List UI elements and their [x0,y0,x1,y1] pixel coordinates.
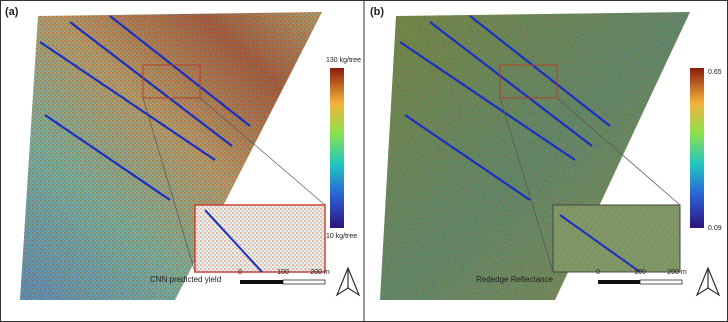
north-arrow [337,268,359,295]
inset-texture [195,205,325,272]
colorbar-min: 0.09 [708,225,722,232]
colorbar-min: 10 kg/tree [326,233,357,240]
north-arrow [697,268,719,295]
scale-label: 0 [596,269,600,276]
inset-texture [553,205,680,272]
panel-a: (a) 130 kg/tree 10 kg/tree CNN predicted… [5,6,361,300]
panel-label: (a) [5,6,19,18]
caption: Rededge Reflectance [476,275,553,284]
scale-bar [283,280,325,284]
scale-label: 100 [277,269,289,276]
colorbar [690,68,704,228]
caption: CNN predicted yield [150,275,221,284]
scale-bar [640,280,682,284]
scale-label: 0 [238,269,242,276]
colorbar-max: 130 kg/tree [326,57,361,64]
figure: (a) 130 kg/tree 10 kg/tree CNN predicted… [0,0,728,322]
scale-bar [240,280,283,284]
scale-label: 200 m [310,269,330,276]
scale-bar [598,280,640,284]
colorbar [330,68,344,228]
panel-b: (b) 0.65 0.09 Rededge Reflectance 0 100 … [370,6,722,300]
scale-label: 200 m [667,269,687,276]
colorbar-max: 0.65 [708,69,722,76]
scale-label: 100 [634,269,646,276]
panel-label: (b) [370,6,384,18]
